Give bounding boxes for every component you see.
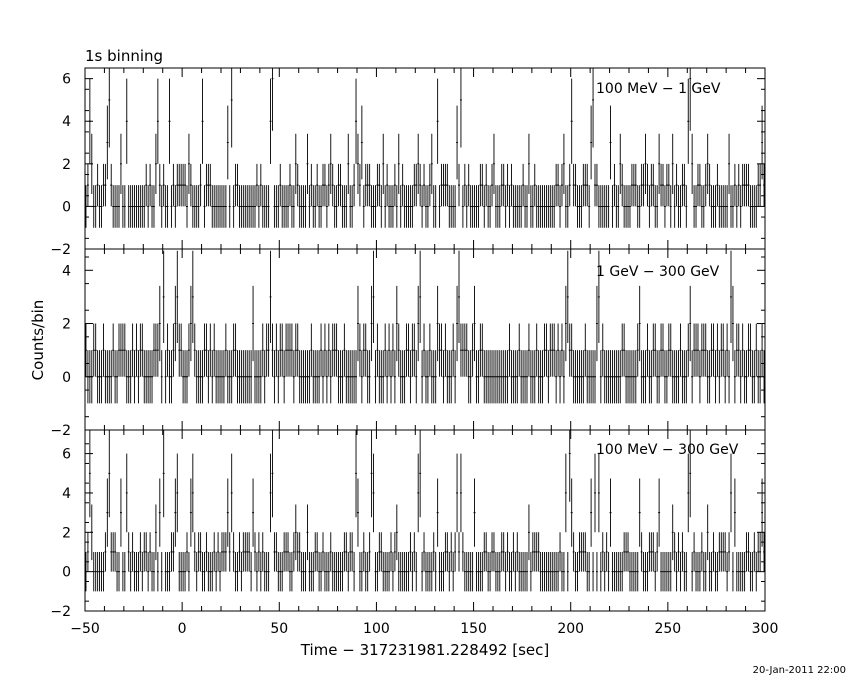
- panel-3-ytick-label: 6: [62, 447, 71, 463]
- panel-3-ytick-label: 0: [62, 565, 71, 581]
- panel-3-frame: [84, 429, 766, 612]
- panel-1-ytick-label: 2: [62, 157, 71, 173]
- panel-3-ticks: −2 0 2 4 6: [50, 443, 765, 620]
- xtick-label: 0: [178, 621, 187, 637]
- panel-2-count-bins: [85, 250, 765, 404]
- xtick-label: −50: [70, 621, 100, 637]
- x-axis-label: Time − 317231981.228492 [sec]: [300, 641, 550, 659]
- xtick-label: 150: [460, 621, 487, 637]
- y-axis-label: Counts/bin: [29, 300, 47, 381]
- xtick-label: 250: [654, 621, 681, 637]
- x-axis-ticks: −50 0 50 100 150 200 250 300: [70, 68, 778, 637]
- panel-2-histogram: [85, 250, 765, 404]
- xtick-label: 300: [752, 621, 779, 637]
- panel-2: −2 0 2 4 1 GeV − 300 GeV: [50, 248, 766, 439]
- panel-2-ytick-label: 2: [62, 317, 71, 333]
- panel-2-ytick-label: −2: [50, 423, 71, 439]
- panel-2-ytick-label: 4: [62, 263, 71, 279]
- xtick-label: 100: [363, 621, 390, 637]
- plot-timestamp: 20-Jan-2011 22:00: [753, 665, 846, 676]
- xtick-label: 50: [270, 621, 288, 637]
- panel-1-ytick-label: 4: [62, 114, 71, 130]
- xtick-label: 200: [557, 621, 584, 637]
- panel-2-ticks: −2 0 2 4: [50, 256, 765, 439]
- panel-3-ytick-label: −2: [50, 604, 71, 620]
- panel-2-energy-label: 1 GeV − 300 GeV: [596, 264, 720, 280]
- panel-3-energy-label: 100 MeV − 300 GeV: [596, 442, 739, 458]
- panel-3: −2 0 2 4 6 100 MeV − 300 GeV: [50, 429, 766, 620]
- panel-1-energy-label: 100 MeV − 1 GeV: [596, 81, 721, 97]
- panel-2-ytick-label: 0: [62, 370, 71, 386]
- panel-3-ytick-label: 4: [62, 486, 71, 502]
- panel-1-ytick-label: 6: [62, 72, 71, 88]
- panel-3-ytick-label: 2: [62, 525, 71, 541]
- panel-1: −2 0 2 4 6 100 MeV − 1 GeV: [50, 67, 766, 258]
- panel-1-ytick-label: 0: [62, 199, 71, 215]
- panel-1-ticks: −2 0 2 4 6: [50, 67, 765, 258]
- panel-1-ytick-label: −2: [50, 242, 71, 258]
- binning-label: 1s binning: [85, 47, 163, 65]
